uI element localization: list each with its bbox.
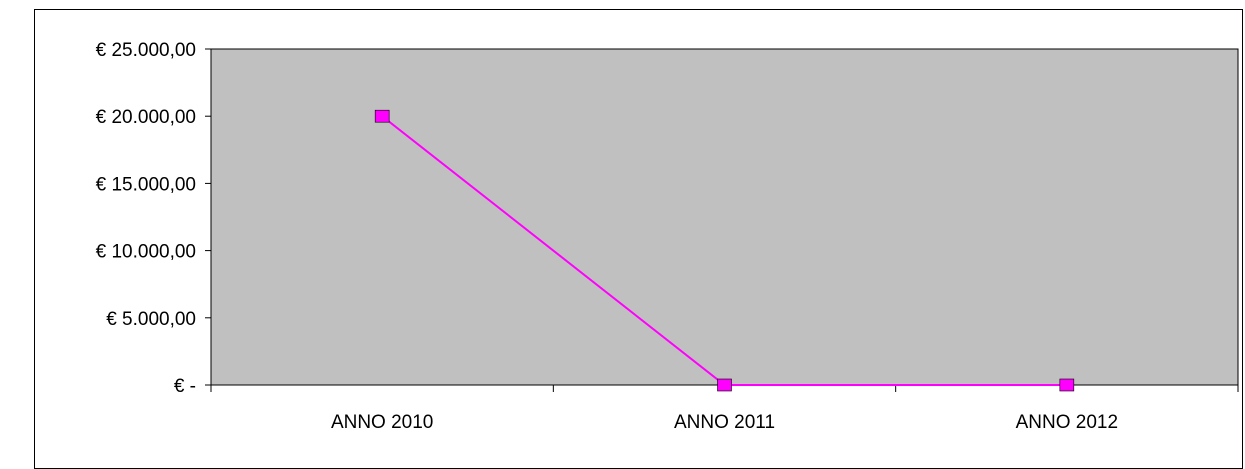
x-tick-label: ANNO 2010 bbox=[331, 412, 433, 433]
y-tick-label: € 10.000,00 bbox=[96, 242, 196, 263]
data-point-marker bbox=[374, 109, 390, 123]
plot-area bbox=[210, 48, 1239, 386]
line-chart: € - € 5.000,00 € 10.000,00 € 15.000,00 € 20.… bbox=[96, 40, 1239, 433]
y-tick-label: € 20.000,00 bbox=[96, 107, 196, 128]
x-tick-label: ANNO 2012 bbox=[1016, 412, 1118, 433]
data-point-marker bbox=[1059, 378, 1075, 392]
y-axis: € - € 5.000,00 € 10.000,00 € 15.000,00 € 20.… bbox=[96, 40, 212, 397]
x-tick-label: ANNO 2011 bbox=[674, 412, 775, 433]
y-tick-label: € - bbox=[174, 376, 196, 397]
data-point-marker bbox=[717, 378, 732, 392]
y-tick-label: € 25.000,00 bbox=[96, 40, 196, 61]
y-tick-label: € 15.000,00 bbox=[96, 174, 196, 195]
series-group bbox=[374, 109, 1075, 392]
y-tick-label: € 5.000,00 bbox=[106, 309, 196, 330]
x-axis: ANNO 2010 ANNO 2011 ANNO 2012 bbox=[210, 384, 1239, 433]
